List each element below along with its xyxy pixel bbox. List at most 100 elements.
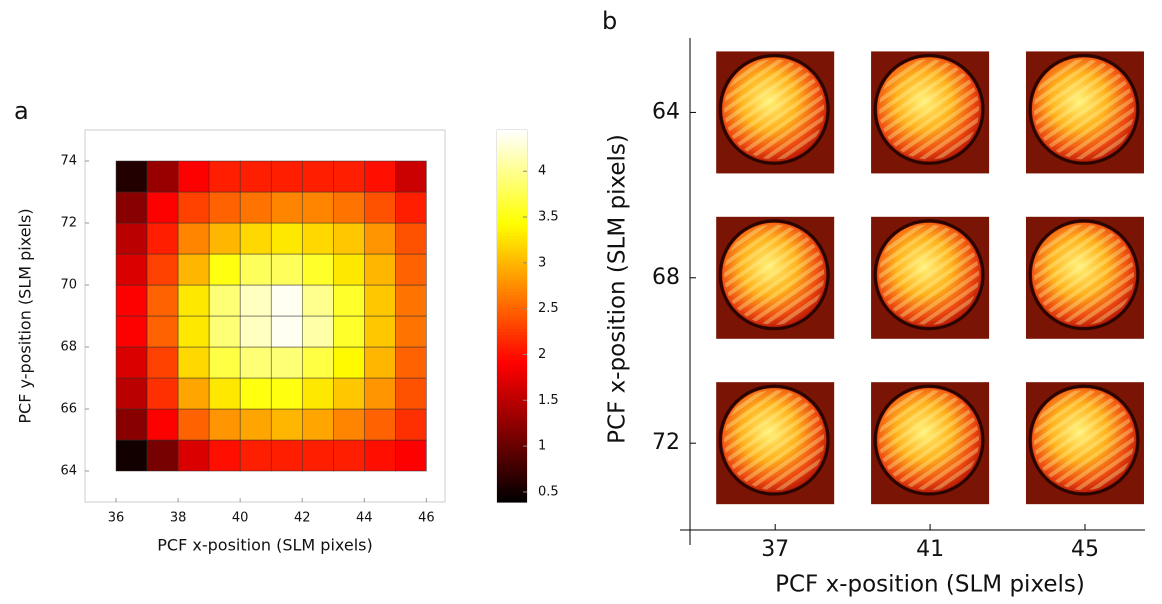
heatmap-cell [208,222,241,255]
beam-ring [718,219,830,331]
colorbar-step [497,350,527,354]
colorbar-step [497,452,527,457]
colorbar-step [497,477,527,481]
heatmap-cell [115,315,148,348]
colorbar-step [497,486,527,491]
heatmap-cell [364,222,396,255]
colorbar-step [497,471,527,475]
y-tick-label: 68 [60,340,77,355]
colorbar-step [497,257,527,261]
colorbar-step [497,405,527,410]
colorbar-step [497,365,527,370]
colorbar-tick-label: 2 [538,347,546,362]
heatmap-cell [301,439,334,472]
heatmap-cell [146,439,179,472]
colorbar-step [497,139,527,143]
colorbar-step [497,402,527,407]
colorbar-step [497,266,527,271]
colorbar-step [497,328,527,333]
colorbar-step [497,176,527,181]
heatmap-cell [395,377,427,410]
x-tick-label: 41 [916,537,944,562]
colorbar-step [497,440,527,444]
x-tick-label: 38 [170,511,187,526]
colorbar-step [497,244,527,249]
colorbar-step [497,374,527,379]
colorbar-step [497,130,527,134]
colorbar-step [497,483,527,488]
colorbar-step [497,241,527,246]
colorbar-step [497,198,527,202]
heatmap-cell [364,315,396,348]
heatmap-cell [270,284,303,317]
heatmap-cell [239,315,272,348]
y-tick-label: 64 [60,464,77,479]
heatmap-cell [301,408,334,441]
colorbar-step [497,213,527,218]
heatmap-cell [301,284,334,317]
colorbar-step [497,390,527,395]
colorbar-step [497,303,527,308]
colorbar-step [497,461,527,466]
heatmap-cell [177,222,210,255]
colorbar-step [497,136,527,140]
colorbar-step [497,300,527,305]
colorbar-step [497,188,527,193]
colorbar-step [497,433,527,438]
y-tick-label: 68 [652,265,680,290]
colorbar-step [497,430,527,435]
colorbar-step [497,436,527,441]
heatmap-cell [177,315,210,348]
beam-fringes [879,59,980,160]
heatmap-cell [208,191,241,224]
colorbar-step [497,285,527,289]
colorbar-step [497,309,527,314]
heatmap-cell [395,315,427,348]
heatmap-cell [208,346,241,379]
heatmap-cell [115,346,148,379]
colorbar-step [497,192,527,196]
colorbar-step [497,238,527,243]
heatmap-cell [208,377,241,410]
y-axis-label: PCF x-position (SLM pixels) [605,134,631,444]
heatmap-cell [333,284,365,317]
x-tick-label: 37 [761,537,789,562]
heatmap-cell [270,253,303,286]
colorbar-step [497,492,527,497]
colorbar-step [497,322,527,326]
heatmap-cell [270,408,303,441]
heatmap-cell [395,439,427,472]
x-tick-label: 46 [418,511,435,526]
colorbar-step [497,387,527,391]
x-axis-label: PCF x-position (SLM pixels) [157,536,372,555]
heatmap-cell [364,284,396,317]
colorbar-tick-label: 3.5 [538,210,559,225]
heatmap-cell [333,222,365,255]
heatmap-cell [395,253,427,286]
heatmap-cell [146,191,179,224]
y-tick-label: 72 [652,430,680,455]
colorbar-step [497,356,527,360]
colorbar-step [497,232,527,236]
beam-fringes [1033,390,1134,491]
heatmap-cell [333,160,365,193]
colorbar-step [497,427,527,432]
heatmap-cell [270,222,303,255]
colorbar-step [497,464,527,469]
colorbar-step [497,148,527,153]
colorbar-step [497,167,527,171]
colorbar-step [497,216,527,221]
colorbar-step [497,281,527,286]
colorbar-step [497,458,527,463]
heatmap-cell [146,346,179,379]
colorbar-step [497,353,527,357]
heatmap-cell [208,439,241,472]
colorbar-step [497,343,527,348]
heatmap-cell [395,284,427,317]
heatmap-cell [301,222,334,255]
heatmap-cell [395,222,427,255]
heatmap-cell [270,377,303,410]
panel-label: a [14,97,29,125]
x-tick-label: 42 [294,511,311,526]
